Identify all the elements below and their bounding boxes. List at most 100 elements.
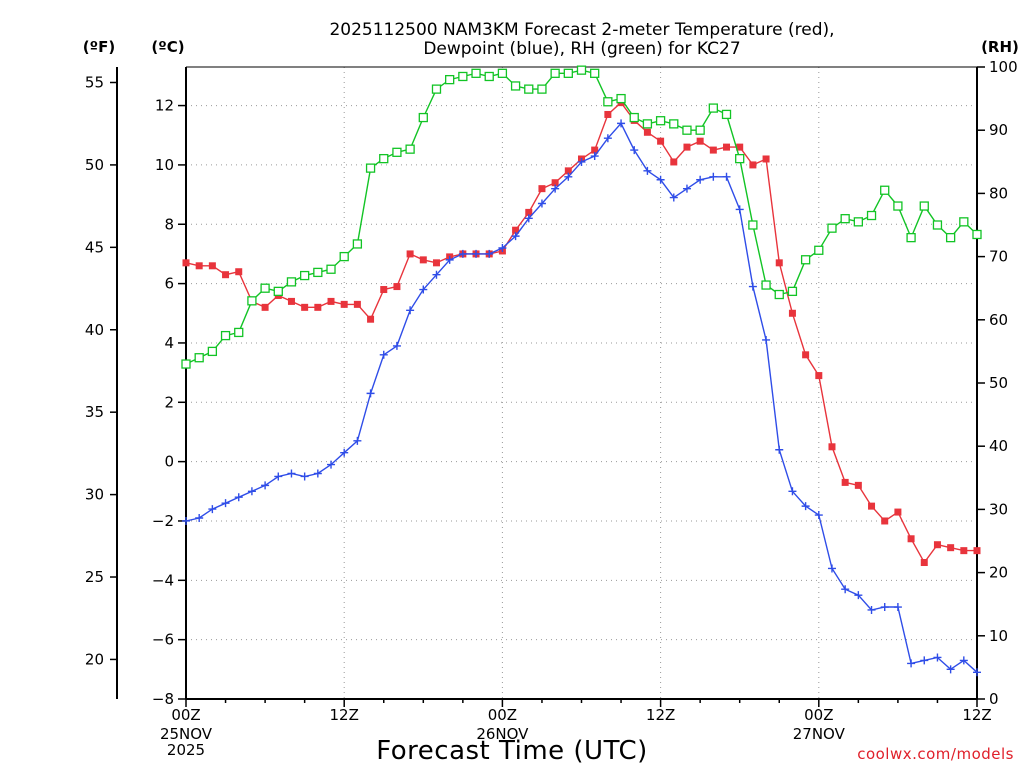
2-meter-temperature-point: [604, 110, 612, 118]
rh-point: [655, 116, 666, 126]
2-meter-temperature-point: [235, 268, 243, 276]
fahrenheit-tick-label: 20: [85, 650, 104, 668]
x-tick-label: 00Z: [488, 706, 517, 724]
2-meter-temperature-point: [182, 259, 190, 267]
rh-point: [629, 112, 639, 123]
x-tick-label: 12Z: [330, 706, 359, 724]
x-tick-label: 00Z: [804, 706, 833, 724]
rh-point: [959, 217, 969, 227]
rh-tick-label: 60: [989, 311, 1008, 329]
dewpoint-point: [617, 119, 626, 128]
rh-point: [273, 286, 283, 297]
2-meter-temperature-point: [353, 300, 361, 308]
dewpoint-point: [511, 232, 520, 241]
rh-point: [537, 84, 547, 94]
2-meter-temperature-point: [551, 179, 559, 187]
dewpoint-point: [366, 389, 375, 398]
2-meter-temperature-point: [419, 256, 427, 264]
2-meter-temperature-point: [512, 226, 520, 234]
rh-tick-label: 10: [989, 627, 1008, 645]
rh-point: [893, 201, 903, 211]
dewpoint-point: [603, 134, 612, 143]
fahrenheit-tick-label: 25: [85, 568, 104, 586]
dewpoint-point: [472, 249, 481, 258]
rh-point: [603, 97, 613, 107]
fahrenheit-tick-label: 55: [85, 73, 104, 91]
dewpoint-point: [458, 249, 467, 258]
rh-point: [524, 84, 534, 94]
fahrenheit-unit-label: (ºF): [83, 38, 115, 56]
rh-point: [708, 103, 718, 113]
dewpoint-point: [669, 193, 678, 202]
2-meter-temperature-point: [947, 544, 955, 552]
celsius-tick-label: 8: [164, 215, 174, 233]
dewpoint-point: [577, 157, 586, 166]
x-date-label: 25NOV: [160, 725, 213, 743]
dewpoint-point: [880, 603, 889, 612]
rh-point: [181, 359, 191, 369]
2-meter-temperature-point: [762, 155, 770, 163]
dewpoint-point: [959, 656, 968, 665]
fahrenheit-tick-label: 30: [85, 486, 104, 504]
rh-tick-label: 100: [989, 58, 1018, 76]
rh-point: [919, 201, 929, 211]
x-date-label: 26NOV: [476, 725, 529, 743]
dewpoint-point: [485, 249, 494, 258]
2-meter-temperature-point: [432, 259, 440, 267]
rh-point: [431, 84, 442, 94]
dewpoint-point: [353, 436, 362, 445]
rh-point: [379, 153, 389, 164]
rh-point: [286, 277, 297, 287]
dewpoint-point: [313, 469, 322, 478]
x-axis-label: Forecast Time (UTC): [376, 736, 648, 766]
2-meter-temperature-point: [301, 303, 309, 311]
rh-point: [365, 163, 376, 173]
dewpoint-point: [682, 184, 691, 193]
2-meter-temperature-point: [380, 286, 388, 294]
2-meter-temperature-point: [788, 309, 796, 317]
celsius-tick-label: −4: [152, 571, 174, 589]
rh-line: [185, 69, 978, 365]
dewpoint-point: [630, 146, 639, 155]
dewpoint-point: [920, 656, 929, 665]
celsius-tick-label: 0: [164, 453, 174, 471]
fahrenheit-tick-label: 45: [85, 238, 104, 256]
rh-point: [787, 286, 798, 297]
dewpoint-point: [762, 335, 771, 344]
rh-tick-label: 70: [989, 248, 1008, 266]
rh-point: [880, 185, 890, 195]
rh-point: [682, 125, 692, 135]
rh-point: [352, 239, 363, 249]
rh-point: [484, 71, 494, 82]
dewpoint-point: [854, 591, 863, 600]
2-meter-temperature-point: [973, 547, 981, 555]
2-meter-temperature-point: [327, 297, 335, 305]
x-tick-label: 12Z: [646, 706, 675, 724]
2-meter-temperature-point: [933, 541, 941, 549]
rh-point: [220, 330, 231, 341]
2-meter-temperature-point: [920, 559, 928, 567]
rh-tick-label: 50: [989, 374, 1008, 392]
celsius-tick-label: 4: [164, 334, 174, 352]
rh-tick-label: 40: [989, 437, 1008, 455]
2-meter-temperature-point: [775, 259, 783, 267]
2-meter-temperature-point: [657, 137, 665, 145]
dewpoint-point: [656, 175, 665, 184]
rh-point: [721, 109, 732, 120]
dewpoint-point: [287, 469, 296, 478]
axes: −8−6−4−202468101220253035404550550102030…: [85, 58, 1018, 759]
x-date-label: 27NOV: [793, 725, 846, 743]
2-meter-temperature-point: [696, 137, 704, 145]
dewpoint-point: [696, 175, 705, 184]
fahrenheit-tick-label: 50: [85, 156, 104, 174]
celsius-tick-label: 6: [164, 275, 174, 293]
2-meter-temperature-point: [670, 158, 678, 166]
2-meter-temperature-point: [802, 351, 810, 359]
dewpoint-point: [643, 166, 652, 175]
dewpoint-point: [195, 514, 204, 523]
rh-point: [458, 71, 468, 82]
rh-tick-label: 20: [989, 564, 1008, 582]
x-tick-label: 12Z: [962, 706, 991, 724]
x-date-label: 2025: [167, 741, 205, 759]
